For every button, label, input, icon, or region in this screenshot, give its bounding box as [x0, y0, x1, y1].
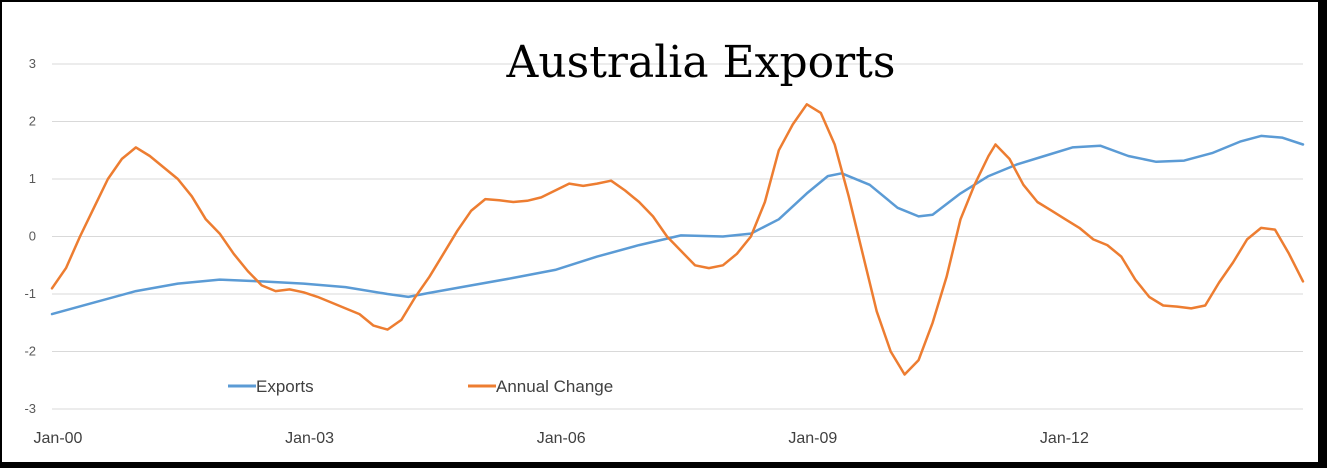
- y-tick-label: 0: [29, 229, 36, 244]
- chart-title: Australia Exports: [506, 37, 896, 88]
- gridlines: [52, 63, 1303, 410]
- y-axis-tick-labels: 3 2 1 0 -1 -2 -3: [24, 56, 36, 416]
- legend-label: Annual Change: [496, 377, 613, 396]
- x-tick-label: Jan-06: [537, 430, 586, 447]
- x-tick-label: Jan-00: [34, 430, 83, 447]
- series-line-annual-change: [50, 103, 1305, 376]
- x-axis-tick-labels: Jan-00 Jan-03 Jan-06 Jan-09 Jan-12: [34, 430, 1089, 447]
- y-tick-label: 2: [29, 114, 36, 129]
- x-tick-label: Jan-03: [285, 430, 334, 447]
- x-tick-label: Jan-12: [1040, 430, 1089, 447]
- series-lines: [50, 103, 1305, 376]
- legend: Exports Annual Change: [228, 377, 613, 396]
- series-line-exports: [50, 134, 1305, 316]
- legend-label: Exports: [256, 377, 314, 396]
- y-tick-label: -2: [24, 344, 36, 359]
- y-tick-label: -1: [24, 286, 36, 301]
- x-tick-label: Jan-09: [788, 430, 837, 447]
- y-tick-label: 1: [29, 171, 36, 186]
- y-tick-label: -3: [24, 401, 36, 416]
- y-tick-label: 3: [29, 56, 36, 71]
